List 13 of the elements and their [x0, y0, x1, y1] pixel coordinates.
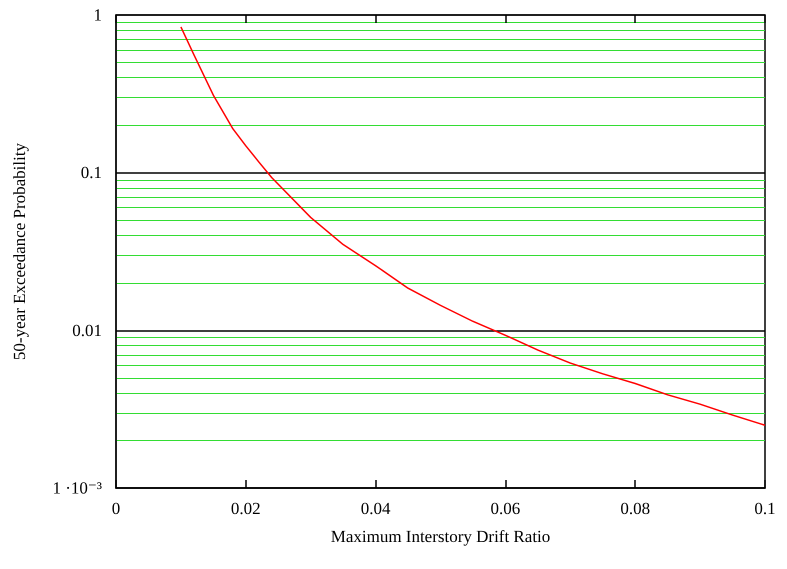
- x-axis-title: Maximum Interstory Drift Ratio: [330, 527, 550, 546]
- y-tick-label: 0.1: [80, 163, 102, 182]
- x-tick-label: 0.08: [620, 499, 650, 518]
- x-tick-label: 0.04: [360, 499, 391, 518]
- x-tick-label: 0.06: [490, 499, 520, 518]
- line-series: [180, 26, 766, 426]
- y-tick-label: 1 ·10⁻³: [52, 478, 102, 498]
- y-axis-title: 50-year Exceedance Probability: [10, 142, 29, 360]
- x-tick-label: 0: [112, 499, 120, 518]
- y-tick-label: 0.01: [72, 320, 102, 340]
- y-tick-label: 1: [94, 6, 102, 24]
- x-tick-label: 0.02: [230, 499, 261, 518]
- x-tick-label: 0.1: [754, 499, 776, 518]
